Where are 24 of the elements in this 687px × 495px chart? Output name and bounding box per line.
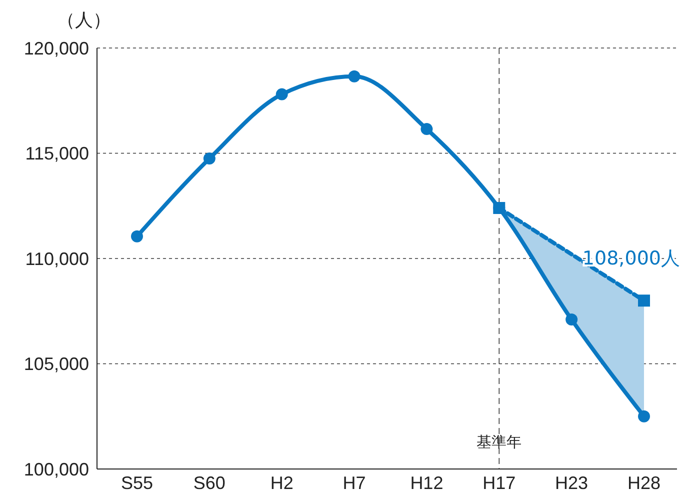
x-tick-label: H7 [342, 473, 366, 493]
point [566, 314, 578, 326]
y-tick-label: 100,000 [24, 459, 89, 480]
point [203, 152, 216, 165]
y-axis-title: （人） [57, 10, 111, 31]
y-tick-label: 110,000 [25, 248, 89, 269]
point [348, 70, 360, 82]
point [638, 410, 650, 422]
y-tick-label: 120,000 [24, 38, 89, 58]
x-tick-label: S60 [193, 473, 226, 493]
x-tick-label: H12 [410, 473, 444, 493]
point [638, 294, 650, 307]
ref-line-label: 基準年 [476, 433, 522, 451]
x-tick-label: H17 [482, 473, 516, 493]
x-tick-label: H23 [555, 473, 588, 493]
point [420, 123, 433, 136]
y-tick-label: 105,000 [24, 354, 89, 374]
data-label: 108,000人 [582, 248, 680, 270]
point [276, 88, 288, 100]
y-tick-label: 115,000 [25, 144, 89, 164]
x-tick-label: S55 [120, 473, 154, 493]
point [131, 230, 143, 242]
x-tick-label: H2 [270, 473, 294, 493]
x-tick-label: H28 [627, 473, 661, 493]
